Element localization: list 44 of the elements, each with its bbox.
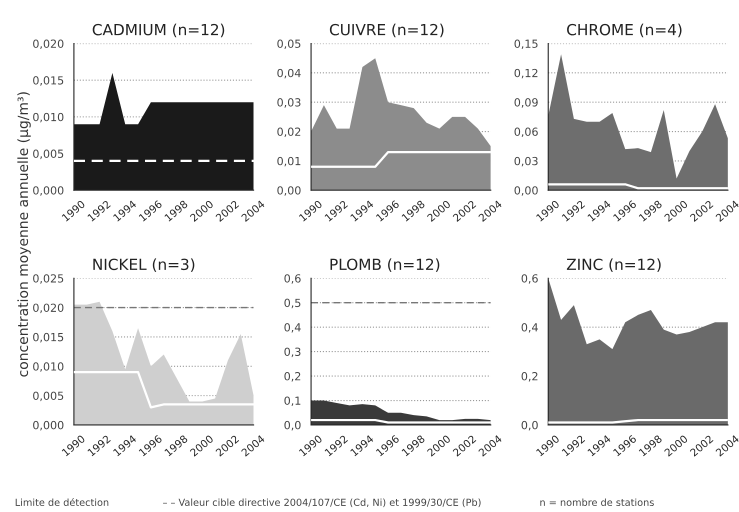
y-tick-label: 0,6 — [522, 274, 538, 284]
y-tick-label: 0,12 — [514, 68, 538, 78]
y-tick-label: 0,6 — [284, 274, 301, 284]
y-tick-label: 0,0 — [284, 420, 301, 430]
chart-title: CHROME (n=4) — [567, 24, 682, 38]
y-tick-label: 0,5 — [284, 298, 300, 308]
y-tick-label: 0,1 — [284, 396, 300, 406]
y-tick-label: 0,025 — [33, 274, 64, 284]
chart-title: PLOMB (n=12) — [330, 258, 440, 272]
y-tick-label: 0,2 — [522, 372, 538, 382]
y-tick-label: 0,000 — [33, 186, 64, 196]
y-tick-label: 0,015 — [33, 332, 64, 342]
text: Limite de détection — [16, 498, 108, 506]
y-tick-label: 0,020 — [33, 304, 64, 314]
y-tick-label: 0,015 — [33, 76, 64, 86]
y-tick-label: 0,005 — [33, 392, 64, 402]
y-tick-label: 0,000 — [33, 420, 64, 430]
y-tick-label: 0,00 — [277, 186, 301, 196]
y-tick-label: 0,010 — [33, 112, 64, 122]
chart-title: CADMIUM (n=12) — [92, 24, 224, 38]
y-tick-label: 0,3 — [284, 348, 300, 358]
y-tick-label: 0,03 — [514, 156, 538, 166]
y-tick-label: 0,15 — [514, 39, 538, 50]
y-tick-label: 0,010 — [33, 362, 64, 372]
y-tick-label: 0,0 — [522, 420, 538, 430]
y-tick-label: 0,03 — [277, 98, 300, 108]
y-tick-label: 0,020 — [33, 39, 64, 50]
y-axis-title: concentration moyenne annuelle (µg/m³) — [17, 92, 31, 377]
y-tick-label: 0,00 — [514, 186, 538, 196]
y-tick-label: 0,005 — [33, 150, 64, 160]
text: – – Valeur cible directive 2004/107/CE (Cd, Ni) et 1999/30/CE (Pb) — [163, 498, 481, 508]
y-tick-label: 0,09 — [514, 98, 538, 108]
text: n = nombre de stations — [540, 498, 654, 506]
y-tick-label: 0,02 — [277, 128, 300, 138]
y-tick-label: 0,01 — [277, 156, 300, 166]
y-tick-label: 0,4 — [522, 323, 538, 333]
y-tick-label: 0,05 — [277, 39, 300, 50]
y-tick-label: 0,04 — [277, 68, 301, 78]
y-tick-label: 0,06 — [514, 128, 538, 138]
y-tick-label: 0,2 — [284, 372, 300, 382]
y-tick-label: 0,4 — [284, 323, 301, 333]
chart-title: ZINC (n=12) — [566, 258, 661, 272]
chart-title: NICKEL (n=3) — [93, 258, 194, 272]
chart-title: CUIVRE (n=12) — [330, 24, 444, 38]
